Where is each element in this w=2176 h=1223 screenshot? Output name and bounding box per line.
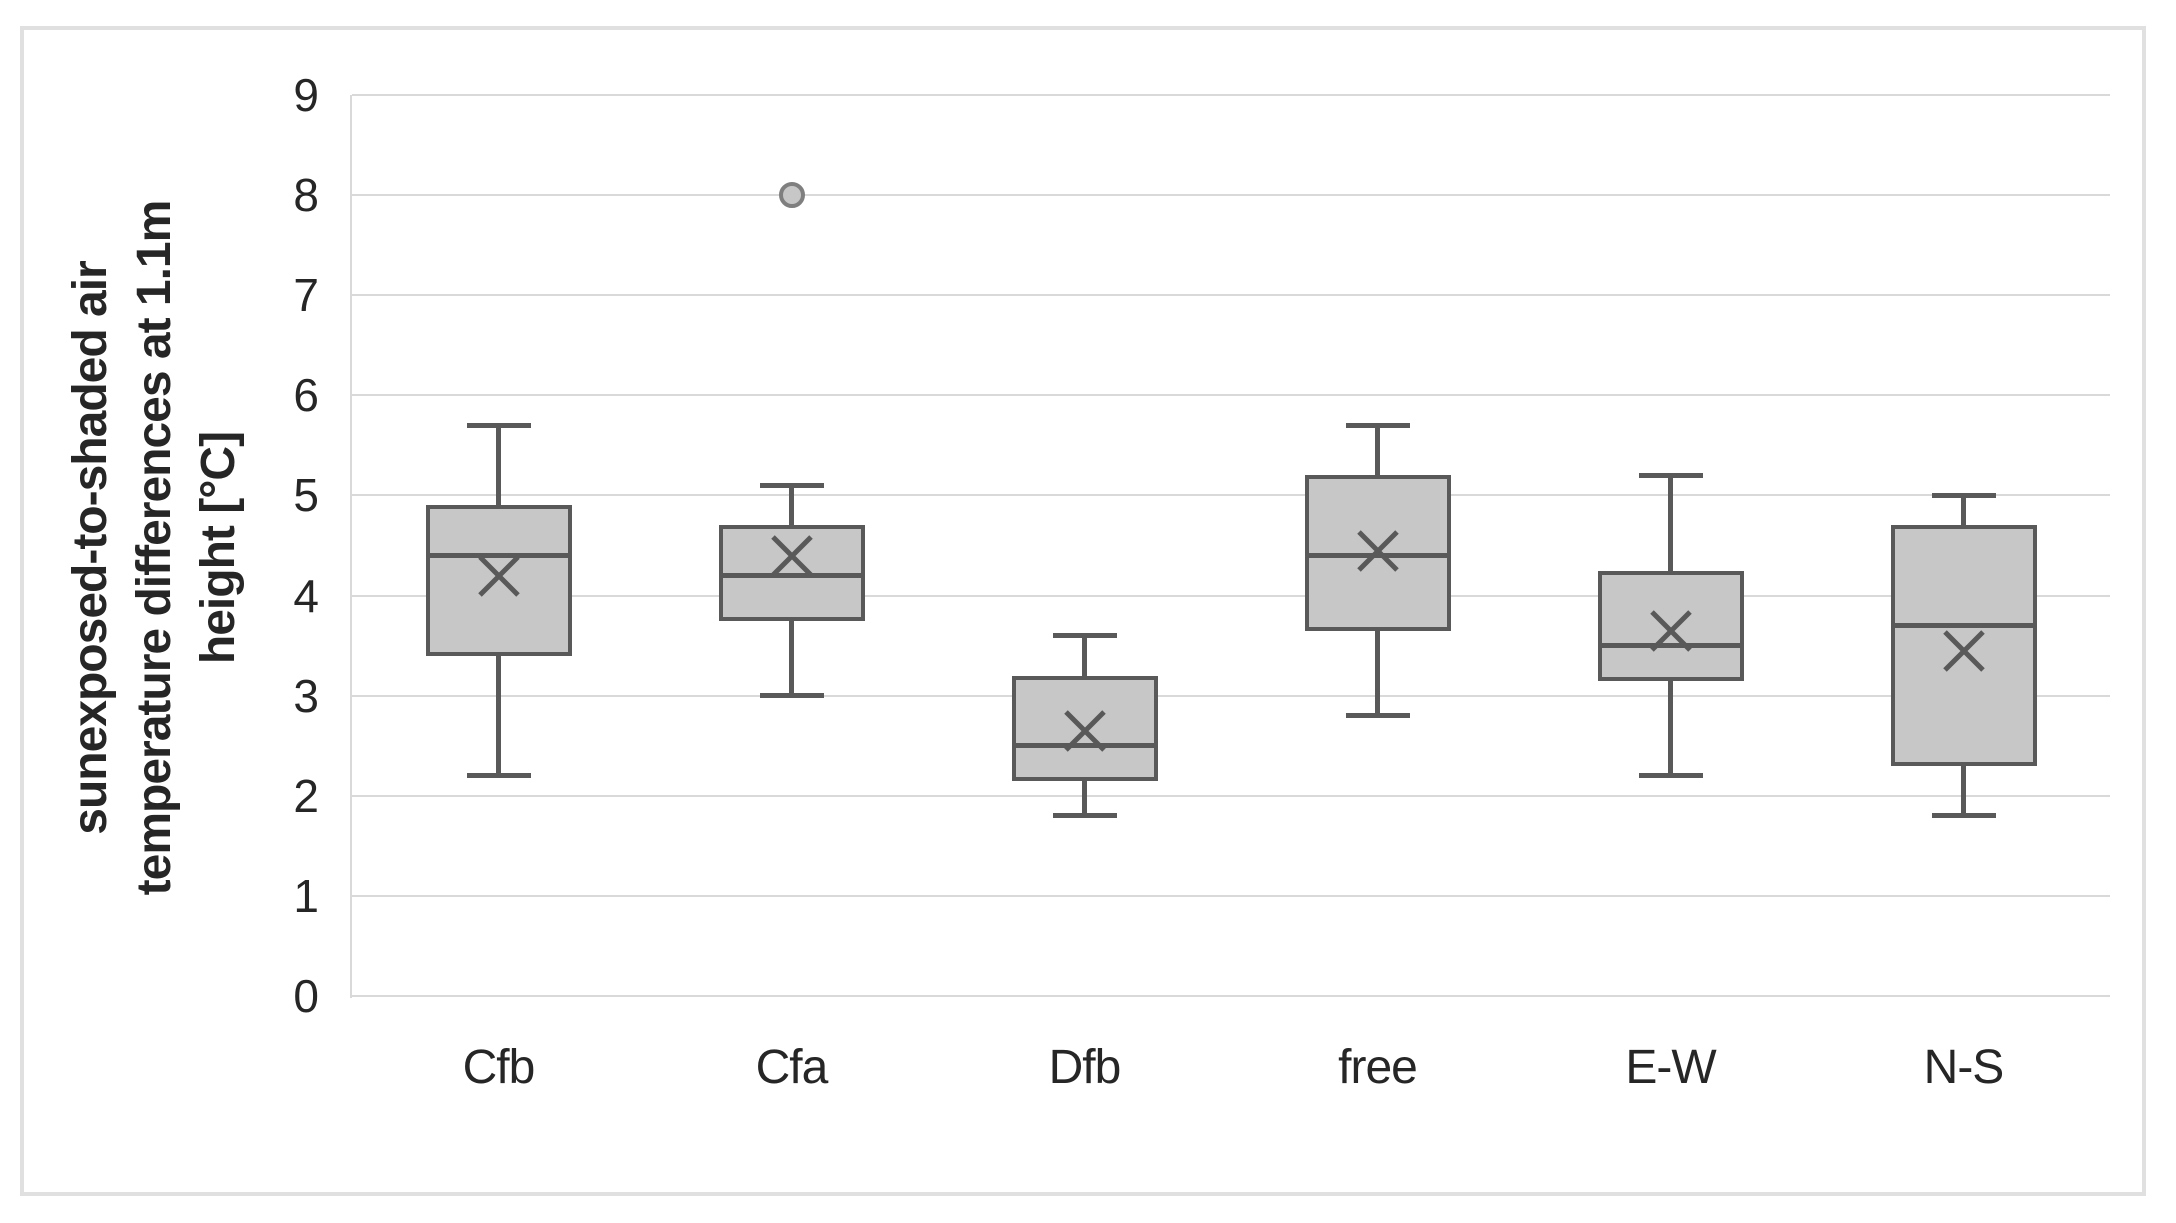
- median-line-free: [1304, 553, 1451, 558]
- whisker-cap-lower-cfa: [759, 693, 824, 699]
- boxplot-box-e-w: [1597, 570, 1744, 681]
- whisker-lower-e-w: [1668, 680, 1673, 776]
- y-tick-8: 8: [293, 169, 319, 222]
- whisker-cap-lower-n-s: [1931, 813, 1996, 819]
- y-tick-5: 5: [293, 469, 319, 522]
- x-label-cfb: Cfb: [462, 1041, 536, 1094]
- whisker-cap-upper-free: [1345, 422, 1410, 428]
- gridline-4: [352, 594, 2110, 597]
- gridline-2: [352, 794, 2110, 797]
- whisker-cap-lower-e-w: [1638, 773, 1703, 779]
- y-tick-6: 6: [293, 369, 319, 422]
- figure-frame: [20, 26, 2146, 1196]
- whisker-cap-lower-dfb: [1052, 813, 1117, 819]
- gridline-1: [352, 894, 2110, 897]
- whisker-upper-cfa: [789, 485, 794, 526]
- y-tick-9: 9: [293, 69, 319, 121]
- whisker-lower-dfb: [1082, 780, 1087, 816]
- gridline-5: [352, 494, 2110, 497]
- median-line-cfb: [425, 553, 572, 558]
- y-tick-3: 3: [293, 669, 319, 722]
- boxplot-box-cfa: [718, 525, 865, 621]
- whisker-lower-free: [1375, 630, 1380, 716]
- mean-marker-free: [1352, 525, 1404, 582]
- whisker-upper-e-w: [1668, 475, 1673, 571]
- outlier-cfa-8: [778, 182, 805, 209]
- y-tick-7: 7: [293, 269, 319, 322]
- x-label-e-w: E-W: [1625, 1041, 1716, 1094]
- whisker-upper-cfb: [496, 425, 501, 506]
- y-tick-1: 1: [293, 869, 319, 922]
- whisker-cap-upper-e-w: [1638, 472, 1703, 478]
- median-line-dfb: [1011, 743, 1158, 749]
- gridline-0: [352, 995, 2110, 997]
- whisker-cap-lower-cfb: [466, 773, 531, 779]
- whisker-lower-cfb: [496, 655, 501, 776]
- gridline-9: [352, 94, 2110, 96]
- whisker-cap-upper-cfa: [759, 482, 824, 488]
- mean-marker-dfb: [1059, 705, 1111, 762]
- whisker-cap-upper-cfb: [466, 422, 531, 428]
- whisker-upper-n-s: [1961, 495, 1966, 526]
- x-label-free: free: [1338, 1041, 1418, 1094]
- x-label-dfb: Dfb: [1048, 1041, 1122, 1094]
- y-tick-4: 4: [293, 569, 319, 622]
- y-tick-2: 2: [293, 769, 319, 822]
- mean-marker-cfb: [473, 550, 525, 607]
- y-axis-line: [350, 95, 352, 998]
- gridline-3: [352, 694, 2110, 697]
- boxplot-box-cfb: [425, 505, 572, 656]
- gridline-8: [352, 194, 2110, 197]
- median-line-n-s: [1890, 623, 2037, 629]
- boxplot-box-n-s: [1890, 525, 2037, 766]
- mean-marker-e-w: [1645, 605, 1697, 662]
- whisker-cap-upper-n-s: [1931, 492, 1996, 498]
- mean-marker-cfa: [766, 530, 818, 587]
- whisker-upper-dfb: [1082, 635, 1087, 676]
- gridline-7: [352, 294, 2110, 297]
- whisker-cap-upper-dfb: [1052, 633, 1117, 639]
- whisker-lower-cfa: [789, 620, 794, 696]
- gridline-6: [352, 394, 2110, 397]
- whisker-upper-free: [1375, 425, 1380, 476]
- y-tick-0: 0: [293, 970, 319, 1022]
- whisker-lower-n-s: [1961, 765, 1966, 816]
- median-line-cfa: [718, 573, 865, 579]
- median-line-e-w: [1597, 643, 1744, 649]
- boxplot-box-dfb: [1011, 675, 1158, 781]
- whisker-cap-lower-free: [1345, 713, 1410, 719]
- x-label-n-s: N-S: [1923, 1041, 2005, 1094]
- x-label-cfa: Cfa: [755, 1041, 829, 1094]
- mean-marker-n-s: [1938, 625, 1990, 682]
